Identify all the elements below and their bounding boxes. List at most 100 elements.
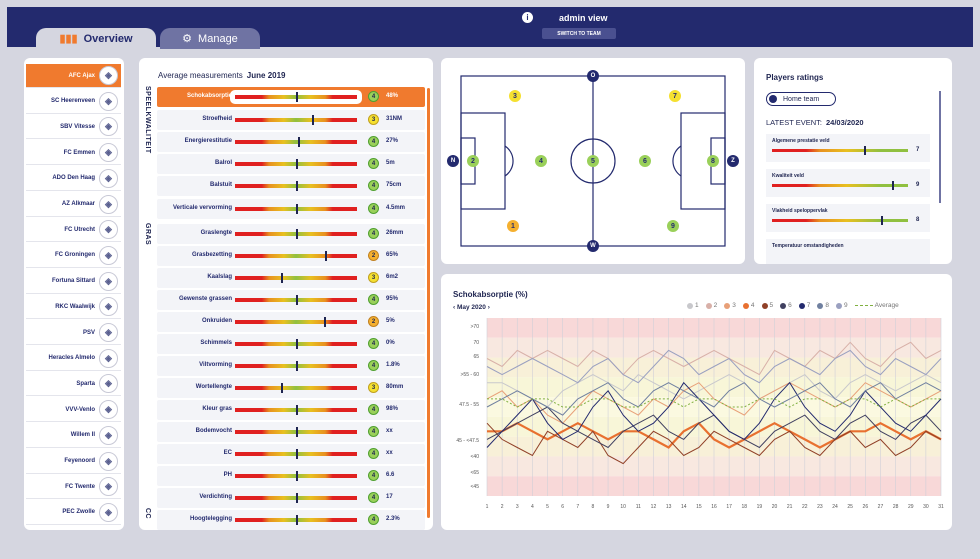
measurement-value: 98% <box>386 406 399 412</box>
legend-item[interactable]: 2 <box>705 302 717 309</box>
y-tick: 65 <box>473 354 479 360</box>
team-name: Sparta <box>76 380 95 387</box>
legend-item[interactable]: 4 <box>742 302 755 309</box>
player-marker[interactable]: 1 <box>507 220 519 232</box>
player-marker[interactable]: 5 <box>587 155 599 167</box>
team-name: FC Twente <box>65 483 95 490</box>
measurement-row[interactable]: PH 4 6.6 <box>157 466 425 486</box>
month-selector[interactable]: ‹ May 2020 › <box>453 304 490 311</box>
legend-item[interactable]: 1 <box>687 302 699 309</box>
team-item[interactable]: Sparta ◈ <box>26 372 121 397</box>
team-item[interactable]: VVV-Venlo ◈ <box>26 398 121 423</box>
rating-card[interactable]: Temperatuur omstandigheden <box>766 239 930 264</box>
measurement-row[interactable]: Verticale vervorming 4 4.5mm <box>157 199 425 219</box>
measurement-row[interactable]: Onkruiden 2 5% <box>157 312 425 332</box>
measurement-row[interactable]: Grasbezetting 2 65% <box>157 246 425 266</box>
measurement-row[interactable]: Energierestitutie 4 27% <box>157 132 425 152</box>
team-name: RKC Waalwijk <box>55 303 95 310</box>
measurement-row[interactable]: Schokabsorptie 4 48% <box>157 87 425 107</box>
measurement-value: 2.3% <box>386 516 400 522</box>
x-tick: 18 <box>741 504 747 510</box>
score-badge: 4 <box>368 448 379 459</box>
measurement-row[interactable]: Stroefheid 3 31NM <box>157 110 425 130</box>
player-marker[interactable]: 2 <box>467 155 479 167</box>
legend-item[interactable]: 8 <box>817 302 829 309</box>
rating-card[interactable]: Kwaliteit veld 9 <box>766 169 930 197</box>
team-item[interactable]: AFC Ajax ◈ <box>26 64 121 88</box>
player-marker[interactable]: 9 <box>667 220 679 232</box>
team-item[interactable]: AZ Alkmaar ◈ <box>26 193 121 217</box>
bar-marker <box>311 115 314 125</box>
team-item[interactable]: Willem II ◈ <box>26 424 121 448</box>
measurement-row[interactable]: EC 4 xx <box>157 444 425 464</box>
team-logo-icon: ◈ <box>99 117 118 137</box>
rating-card[interactable]: Algemene prestatie veld 7 <box>766 134 930 162</box>
score-badge: 2 <box>368 316 379 327</box>
player-marker[interactable]: 7 <box>669 90 681 102</box>
rating-card[interactable]: Vlakheid speloppervlak 8 <box>766 204 930 232</box>
team-logo-icon: ◈ <box>99 143 118 163</box>
bar-marker <box>296 361 298 371</box>
measurement-row[interactable]: Kleur gras 4 98% <box>157 400 425 420</box>
team-item[interactable]: Feyenoord ◈ <box>26 450 121 474</box>
team-item[interactable]: Heracles Almelo ◈ <box>26 347 121 371</box>
tab-manage[interactable]: ⚙ Manage <box>160 28 260 49</box>
measurement-name: Schokabsorptie <box>186 93 232 99</box>
team-item[interactable]: SBV Vitesse ◈ <box>26 115 121 140</box>
measurement-row[interactable]: Viltvorming 4 1.8% <box>157 356 425 376</box>
rating-bar <box>772 146 908 155</box>
measurement-row[interactable]: Gewenste grassen 4 95% <box>157 290 425 310</box>
team-item[interactable]: RKC Waalwijk ◈ <box>26 295 121 320</box>
legend-label: 7 <box>806 302 811 309</box>
team-item[interactable]: FC Groningen ◈ <box>26 244 121 268</box>
score-badge: 4 <box>368 470 379 481</box>
measurement-row[interactable]: Schimmels 4 0% <box>157 334 425 354</box>
ratings-scrollbar[interactable] <box>939 91 941 203</box>
switch-to-team-button[interactable]: SWITCH TO TEAM <box>542 28 616 39</box>
scrollbar[interactable] <box>427 88 430 518</box>
team-name: AZ Alkmaar <box>61 201 95 207</box>
tab-overview[interactable]: ▮▮▮ Overview <box>36 28 156 49</box>
measurement-bar <box>235 159 357 169</box>
team-item[interactable]: FC Twente ◈ <box>26 475 121 500</box>
measurement-row[interactable]: Wortellengte 3 80mm <box>157 378 425 398</box>
team-item[interactable]: Fortuna Sittard ◈ <box>26 270 121 294</box>
player-marker[interactable]: 6 <box>639 155 651 167</box>
team-item[interactable]: SC Heerenveen ◈ <box>26 90 121 114</box>
team-item[interactable]: PEC Zwolle ◈ <box>26 501 121 525</box>
team-item[interactable]: FC Utrecht ◈ <box>26 218 121 243</box>
home-team-toggle[interactable]: Home team <box>766 92 836 106</box>
legend-item[interactable]: 7 <box>798 302 811 309</box>
measurement-bar <box>235 204 357 214</box>
player-marker[interactable]: 3 <box>509 90 521 102</box>
chevron-right-icon[interactable]: › <box>485 304 490 311</box>
player-marker[interactable]: 8 <box>707 155 719 167</box>
legend-item[interactable]: 6 <box>780 302 792 309</box>
team-item[interactable]: PSV ◈ <box>26 321 121 345</box>
legend-dot <box>817 302 824 309</box>
measurement-name: Graslengte <box>200 230 232 236</box>
measurement-row[interactable]: Verdichting 4 17 <box>157 488 425 508</box>
measurement-row[interactable]: Balrol 4 5m <box>157 154 425 174</box>
x-tick: 8 <box>592 504 595 510</box>
info-icon[interactable]: i <box>522 12 533 23</box>
rating-value: 8 <box>916 217 920 223</box>
measurement-name: Hoogtelegging <box>190 516 232 522</box>
measurement-row[interactable]: Kaalslag 3 6m2 <box>157 268 425 288</box>
legend-item[interactable]: 5 <box>761 302 773 309</box>
team-item[interactable]: FC Emmen ◈ <box>26 141 121 166</box>
measurement-row[interactable]: Balstuit 4 75cm <box>157 176 425 196</box>
player-marker[interactable]: 4 <box>535 155 547 167</box>
legend-item[interactable]: Average <box>854 302 899 309</box>
legend-item[interactable]: 9 <box>836 302 848 309</box>
legend-item[interactable]: 3 <box>724 302 736 309</box>
measurement-bar <box>235 471 357 481</box>
measurement-name: Viltvorming <box>199 362 232 368</box>
team-item[interactable]: ADO Den Haag ◈ <box>26 167 121 191</box>
chevron-left-icon[interactable]: ‹ <box>453 304 457 311</box>
measurement-row[interactable]: Graslengte 4 26mm <box>157 224 425 244</box>
title-text: Average measurements <box>158 71 243 80</box>
measurement-row[interactable]: Bodemvocht 4 xx <box>157 422 425 442</box>
measurement-row[interactable]: Hoogtelegging 4 2.3% <box>157 510 425 530</box>
measurement-bar <box>235 339 357 349</box>
